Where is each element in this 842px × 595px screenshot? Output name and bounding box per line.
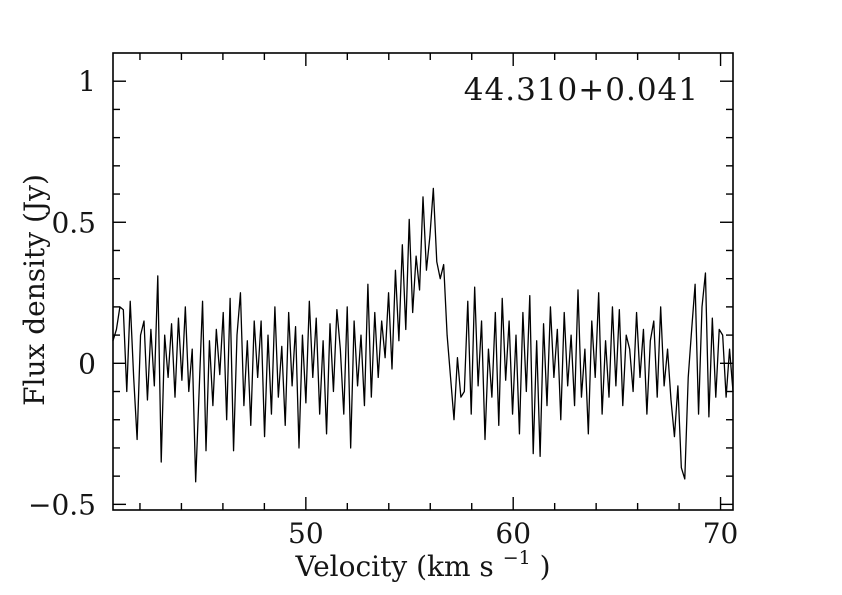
x-tick-label: 50	[288, 517, 324, 550]
x-axis-label-main: Velocity (km s	[294, 550, 493, 583]
x-tick-label: 70	[703, 517, 739, 550]
y-tick-label: 0	[78, 347, 96, 380]
x-axis-label: Velocity (km s −1 )	[294, 538, 550, 583]
spectrum-line	[112, 187, 734, 483]
y-tick-label: −0.5	[28, 488, 96, 521]
y-tick-label: 0.5	[51, 206, 96, 239]
y-tick-label: 1	[78, 65, 96, 98]
x-axis-label-end: )	[540, 550, 551, 583]
plot-frame	[112, 52, 734, 511]
source-name-label: 44.310+0.041	[464, 72, 699, 108]
x-axis-label-superscript: −1	[503, 547, 531, 569]
plot-dynamic-layer: 50 60 70 −0.5 0 0.5 1	[28, 52, 739, 550]
y-axis-label: Flux density (Jy)	[18, 174, 51, 406]
x-tick-label: 60	[495, 517, 531, 550]
